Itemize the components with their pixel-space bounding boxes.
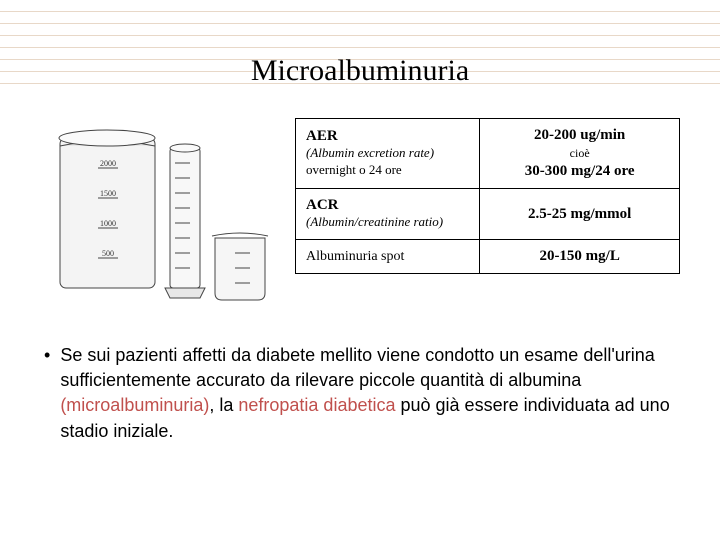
highlight-text: (microalbuminuria) (60, 395, 209, 415)
beaker-illustration: 2000 1500 1000 500 (40, 118, 285, 313)
tick-label: 1000 (100, 219, 116, 228)
tick-label: 500 (102, 249, 114, 258)
value-main: 20-150 mg/L (539, 248, 619, 264)
param-name: AER (306, 128, 338, 144)
param-plain: Albuminuria spot (306, 249, 404, 264)
slide-title: Microalbuminuria (40, 54, 680, 88)
value-main: 30-300 mg/24 ore (525, 163, 635, 179)
reference-table: AER (Albumin excretion rate) overnight o… (295, 118, 680, 274)
table-row: AER (Albumin excretion rate) overnight o… (296, 119, 680, 189)
param-desc: (Albumin excretion rate) overnight o 24 … (306, 145, 434, 177)
table-row: ACR (Albumin/creatinine ratio) 2.5-25 mg… (296, 189, 680, 240)
value-main: 2.5-25 mg/mmol (528, 206, 631, 222)
bullet-dot: • (44, 343, 50, 444)
value-main: 20-200 ug/min (534, 127, 625, 143)
param-desc: (Albumin/creatinine ratio) (306, 214, 443, 229)
content-row: 2000 1500 1000 500 (40, 118, 680, 313)
bullet-text: Se sui pazienti affetti da diabete melli… (60, 343, 676, 444)
table-row: Albuminuria spot 20-150 mg/L (296, 240, 680, 274)
highlight-text: nefropatia diabetica (238, 395, 395, 415)
tick-label: 1500 (100, 189, 116, 198)
param-name: ACR (306, 197, 339, 213)
bullet-paragraph: • Se sui pazienti affetti da diabete mel… (40, 343, 680, 444)
tick-label: 2000 (100, 159, 116, 168)
value-sub: cioè (490, 146, 669, 161)
